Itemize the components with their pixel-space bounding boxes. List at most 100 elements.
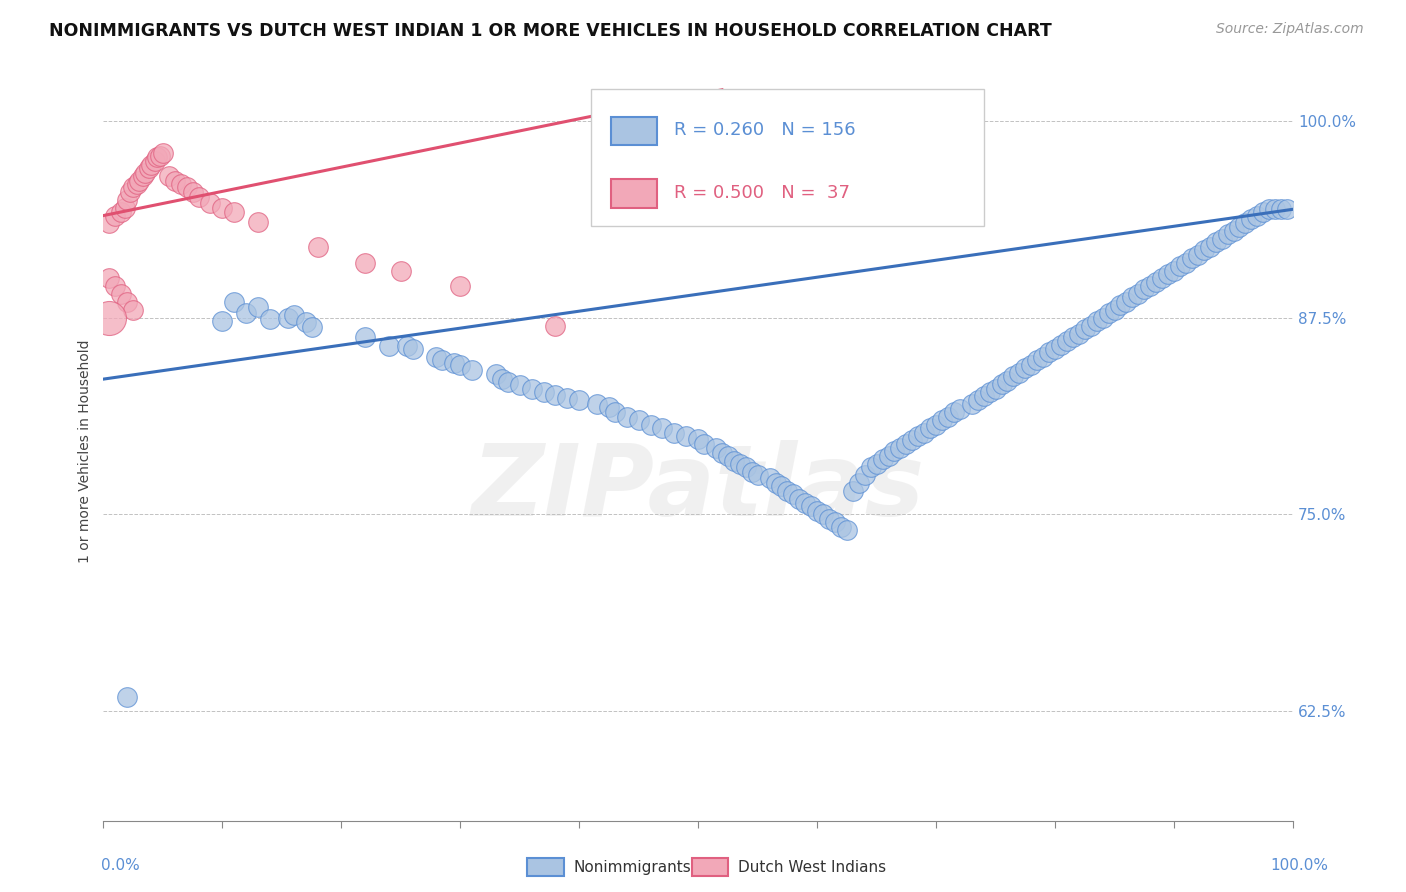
Text: Source: ZipAtlas.com: Source: ZipAtlas.com: [1216, 22, 1364, 37]
Point: [1043, 343, 1066, 357]
FancyBboxPatch shape: [612, 179, 657, 208]
Point: [990, 376, 1012, 391]
Point: [211, 201, 233, 215]
Point: [627, 413, 650, 427]
Point: [1008, 366, 1031, 380]
Text: R = 0.500   N =  37: R = 0.500 N = 37: [675, 184, 851, 202]
Point: [603, 405, 626, 419]
Point: [824, 515, 846, 529]
Point: [378, 339, 401, 353]
Point: [1133, 283, 1156, 297]
Point: [1163, 263, 1185, 277]
Point: [1240, 211, 1263, 226]
Point: [509, 378, 531, 392]
Point: [1246, 209, 1268, 223]
Point: [765, 475, 787, 490]
Point: [872, 452, 894, 467]
Point: [115, 295, 138, 310]
Point: [247, 215, 270, 229]
Point: [1019, 358, 1042, 372]
Point: [1032, 350, 1054, 364]
Point: [1128, 287, 1150, 301]
Point: [1038, 345, 1060, 359]
Point: [98, 216, 121, 230]
Point: [830, 520, 852, 534]
Point: [277, 310, 299, 325]
Point: [1187, 248, 1209, 262]
Point: [960, 397, 983, 411]
Point: [1062, 329, 1084, 343]
Point: [157, 169, 180, 184]
Point: [139, 158, 162, 172]
Point: [1109, 298, 1132, 312]
Point: [122, 180, 145, 194]
Point: [973, 389, 995, 403]
Point: [496, 376, 519, 390]
Point: [853, 468, 876, 483]
Point: [1104, 302, 1126, 317]
Point: [835, 523, 858, 537]
Point: [181, 185, 204, 199]
Point: [1270, 202, 1292, 217]
Point: [1002, 368, 1025, 383]
Point: [354, 256, 377, 270]
FancyBboxPatch shape: [612, 117, 657, 145]
Point: [354, 329, 377, 343]
Point: [865, 457, 887, 471]
Point: [723, 454, 745, 468]
Point: [688, 432, 710, 446]
Text: ZIPatlas: ZIPatlas: [471, 440, 925, 537]
Point: [143, 153, 166, 168]
Point: [402, 343, 425, 357]
Point: [728, 457, 751, 471]
Point: [1174, 256, 1197, 270]
Point: [979, 384, 1001, 399]
Point: [491, 372, 513, 386]
Point: [1091, 310, 1114, 325]
Point: [806, 504, 828, 518]
Point: [211, 314, 233, 328]
Point: [152, 145, 174, 160]
Point: [114, 201, 136, 215]
Point: [1251, 205, 1274, 219]
Point: [110, 287, 132, 301]
Point: [131, 169, 153, 184]
Point: [1211, 232, 1233, 246]
Point: [395, 339, 418, 353]
Point: [1222, 224, 1244, 238]
Point: [1229, 219, 1251, 234]
Point: [1192, 243, 1215, 257]
Point: [115, 690, 138, 704]
Point: [128, 174, 150, 188]
Point: [901, 434, 924, 448]
Point: [984, 382, 1007, 396]
Point: [925, 417, 948, 432]
Point: [149, 149, 172, 163]
Point: [889, 442, 911, 456]
Point: [1168, 259, 1191, 273]
Text: R = 0.260   N = 156: R = 0.260 N = 156: [675, 121, 856, 139]
Point: [586, 397, 609, 411]
Point: [782, 487, 804, 501]
Point: [389, 263, 412, 277]
Point: [104, 209, 127, 223]
Point: [98, 310, 121, 325]
Point: [616, 409, 638, 424]
Point: [301, 320, 323, 334]
Point: [224, 295, 246, 310]
Point: [1115, 295, 1137, 310]
Point: [747, 468, 769, 483]
Point: [449, 358, 471, 372]
Point: [122, 302, 145, 317]
Point: [770, 479, 793, 493]
Point: [1234, 216, 1257, 230]
Point: [920, 421, 942, 435]
Point: [717, 449, 740, 463]
Point: [283, 308, 305, 322]
Point: [146, 150, 169, 164]
Point: [651, 421, 673, 435]
Point: [259, 312, 281, 326]
Point: [533, 384, 555, 399]
Point: [485, 368, 508, 382]
Point: [138, 161, 160, 176]
